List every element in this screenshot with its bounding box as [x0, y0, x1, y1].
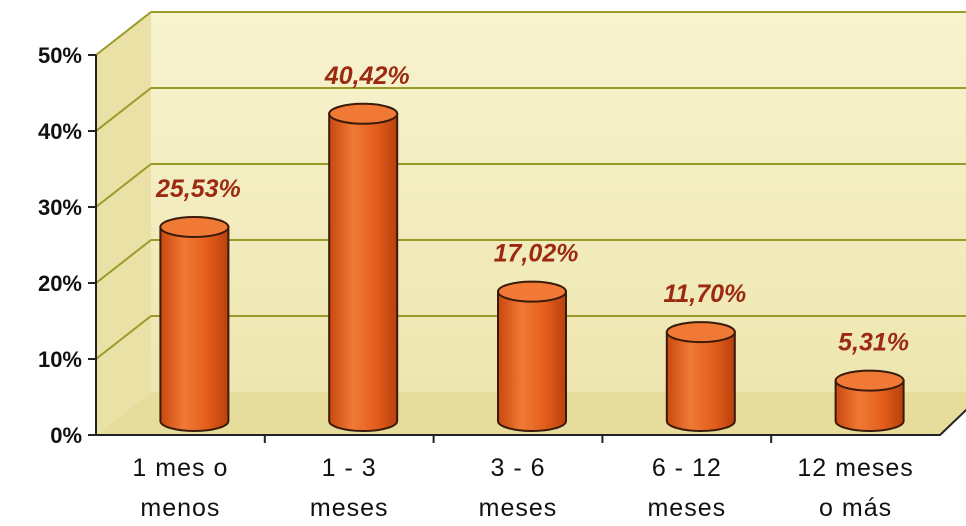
- data-label: 40,42%: [324, 62, 410, 90]
- bar-top: [834, 369, 905, 392]
- bar: [328, 102, 399, 432]
- bar-body: [159, 225, 230, 432]
- bar-body: [834, 379, 905, 432]
- x-tick-label: menos: [140, 494, 220, 522]
- y-tick-label: 0%: [50, 423, 82, 448]
- data-label: 11,70%: [663, 280, 746, 308]
- y-axis-ticks: 0% 10% 20% 30% 40% 50%: [38, 43, 82, 448]
- bar-body: [497, 290, 567, 432]
- bar: [834, 369, 905, 432]
- bar-body: [665, 331, 736, 432]
- y-tick-label: 50%: [38, 43, 82, 68]
- gridline-side: [95, 315, 152, 360]
- bar: [665, 321, 736, 432]
- x-tick-label: meses: [647, 494, 726, 522]
- x-tick-label: 1 - 3: [322, 454, 377, 482]
- data-label: 17,02%: [494, 240, 579, 268]
- bar-top: [159, 215, 230, 238]
- x-axis-line: [96, 408, 966, 436]
- gridline-side: [95, 163, 152, 208]
- bar: [159, 215, 230, 432]
- data-label: 25,53%: [155, 175, 241, 203]
- y-tick-label: 20%: [38, 271, 82, 296]
- bar-top: [497, 280, 567, 303]
- data-label: 5,31%: [838, 329, 909, 357]
- axes: [88, 54, 966, 443]
- x-tick-label: 12 meses: [797, 454, 913, 482]
- bar-body: [328, 112, 399, 432]
- bar-top: [665, 321, 736, 344]
- gridline-side: [95, 239, 152, 284]
- x-tick-label: 3 - 6: [490, 454, 545, 482]
- data-labels: 25,53% 40,42% 17,02% 11,70% 5,31%: [155, 62, 909, 357]
- y-tick-label: 40%: [38, 119, 82, 144]
- bar: [497, 280, 567, 432]
- x-tick-label: meses: [310, 494, 389, 522]
- gridline-side: [95, 87, 152, 132]
- x-tick-label: meses: [479, 494, 558, 522]
- x-tick-label: 6 - 12: [652, 454, 722, 482]
- bar-top: [328, 102, 399, 125]
- x-axis-ticks: 1 mes o menos 1 - 3 meses 3 - 6 meses 6 - 12 me…: [132, 454, 913, 522]
- bars: [159, 102, 905, 432]
- y-tick-label: 30%: [38, 195, 82, 220]
- x-tick-label: 1 mes o: [132, 454, 228, 482]
- gridline-side: [95, 11, 152, 56]
- y-tick-label: 10%: [38, 347, 82, 372]
- gridlines: [95, 11, 966, 360]
- x-tick-label: o más: [819, 494, 892, 522]
- side-wall: [96, 12, 151, 435]
